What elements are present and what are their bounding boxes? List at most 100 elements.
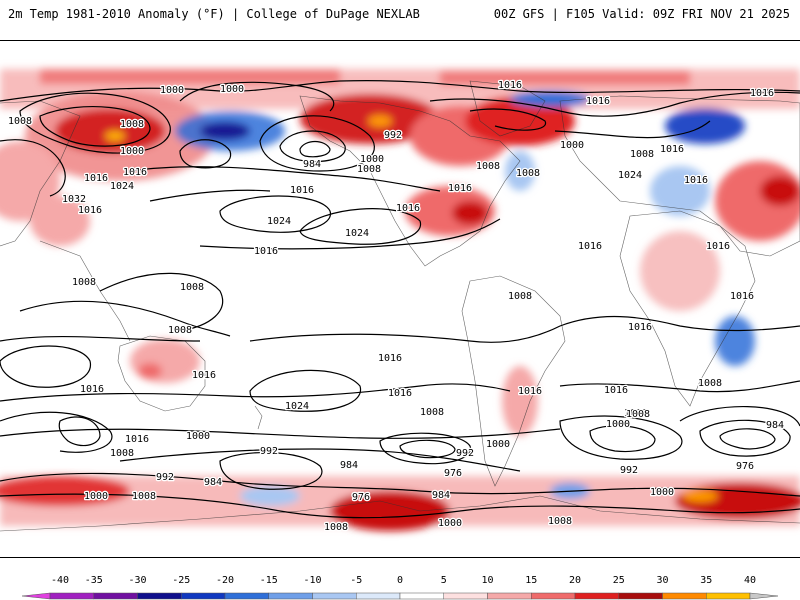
isobar — [179, 81, 335, 112]
colorbar-tick-label: 30 — [656, 575, 669, 586]
pressure-label: 992 — [620, 465, 638, 476]
pressure-label: 1008 — [168, 325, 192, 336]
pressure-label: 976 — [736, 461, 754, 472]
cold-anomaly-antarctic — [240, 486, 300, 506]
pressure-label: 1008 — [8, 116, 32, 127]
colorbar-tick-label: -10 — [303, 575, 322, 586]
warm-anomaly-arctic-core — [40, 69, 340, 84]
isobar — [679, 406, 800, 427]
isobar — [39, 106, 151, 147]
coast-north-america — [299, 95, 521, 267]
pressure-label: 1016 — [84, 173, 108, 184]
cold-anomaly-arctic — [510, 91, 590, 107]
pressure-labels: 1008 1000 1008 1000 992 984 1000 1008 10… — [7, 79, 786, 535]
pressure-label: 1016 — [448, 183, 472, 194]
isobar — [279, 130, 346, 163]
pressure-label: 984 — [340, 460, 358, 471]
colorbar-swatch — [268, 592, 313, 600]
pressure-label: 984 — [432, 490, 450, 501]
colorbar-swatch — [93, 592, 138, 600]
cold-anomaly-bering — [200, 122, 250, 140]
isobar — [0, 493, 800, 519]
pressure-label: 1016 — [750, 88, 774, 99]
isobar — [129, 166, 441, 192]
colorbar-swatch — [662, 592, 707, 600]
anomaly-map: 1008 1000 1008 1000 992 984 1000 1008 10… — [0, 69, 800, 535]
isobar — [149, 189, 271, 202]
isobar — [554, 120, 711, 139]
pressure-label: 1016 — [378, 353, 402, 364]
coast-australia — [117, 335, 206, 412]
warm-anomaly-australia-core — [138, 363, 162, 379]
colorbar-tick-label: -5 — [350, 575, 363, 586]
colorbar-swatch — [399, 592, 444, 600]
pressure-label: 1008 — [132, 491, 156, 502]
pressure-label: 1016 — [706, 241, 730, 252]
pressure-label: 1016 — [78, 205, 102, 216]
pressure-label: 1016 — [684, 175, 708, 186]
warm-anomaly-africa — [640, 231, 720, 311]
warm-anomaly-asia-core — [760, 176, 800, 206]
pressure-label: 1008 — [516, 168, 540, 179]
isobar — [469, 108, 547, 131]
pressure-label: 1000 — [650, 487, 674, 498]
pressure-label: 1024 — [267, 216, 291, 227]
colorbar-swatch — [49, 592, 94, 600]
pressure-label: 1008 — [548, 516, 572, 527]
pressure-label: 1000 — [84, 491, 108, 502]
pressure-label: 1016 — [586, 96, 610, 107]
colorbar-tick-label: 35 — [700, 575, 713, 586]
pressure-label: 1000 — [120, 146, 144, 157]
isobar — [0, 383, 511, 402]
colorbar-tick-label: 15 — [525, 575, 538, 586]
hot-spot — [682, 490, 718, 502]
colorbar-tick-label: -35 — [84, 575, 103, 586]
pressure-label: 984 — [766, 420, 784, 431]
colorbar-tick-label: -30 — [128, 575, 147, 586]
isobar — [559, 415, 683, 460]
isobar — [0, 472, 800, 497]
colorbar-tick-label: -15 — [259, 575, 278, 586]
pressure-label: 1000 — [186, 431, 210, 442]
pressure-label: 1008 — [630, 149, 654, 160]
colorbar-max-arrow — [749, 592, 779, 600]
pressure-label: 1008 — [72, 277, 96, 288]
warm-anomaly-us-core — [452, 201, 488, 225]
pressure-label: 1016 — [290, 185, 314, 196]
coast-east-asia — [0, 100, 81, 247]
coast-new-zealand — [254, 405, 263, 430]
pressure-label: 976 — [352, 492, 370, 503]
color-scale-bar — [21, 592, 779, 600]
coast-southeast-asia — [39, 240, 131, 342]
pressure-label: 1032 — [62, 194, 86, 205]
coast-greenland — [469, 80, 546, 137]
coast-eurasia — [559, 95, 800, 257]
pressure-label: 1000 — [438, 518, 462, 529]
colorbar-swatch — [574, 592, 619, 600]
pressure-label: 1008 — [357, 164, 381, 175]
pressure-label: 1016 — [578, 241, 602, 252]
pressure-label: 1008 — [476, 161, 500, 172]
colorbar-tick-label: 25 — [612, 575, 625, 586]
pressure-label: 1016 — [396, 203, 420, 214]
pressure-label: 1000 — [606, 419, 630, 430]
colorbar-swatch — [137, 592, 182, 600]
pressure-label: 992 — [456, 448, 474, 459]
pressure-label: 1008 — [624, 408, 648, 419]
pressure-label: 1024 — [345, 228, 369, 239]
warm-anomaly-arctic-core — [440, 71, 690, 85]
cold-anomaly-africa — [715, 316, 755, 366]
colorbar-tick-label: 40 — [743, 575, 757, 586]
sea-level-pressure-isobars — [0, 80, 800, 519]
colorbar-swatch — [618, 592, 663, 600]
warm-anomaly-pacific-core — [55, 109, 165, 153]
pressure-label: 1024 — [618, 170, 642, 181]
isobar — [19, 300, 231, 337]
hot-spot — [368, 115, 392, 127]
warm-anomaly-east-asia — [30, 196, 90, 246]
colorbar-tick-label: 20 — [568, 575, 582, 586]
pressure-label: 1016 — [628, 322, 652, 333]
colorbar-swatch — [312, 592, 357, 600]
map-title: 2m Temp 1981-2010 Anomaly (°F) | College… — [8, 7, 420, 21]
isobar — [58, 416, 101, 447]
